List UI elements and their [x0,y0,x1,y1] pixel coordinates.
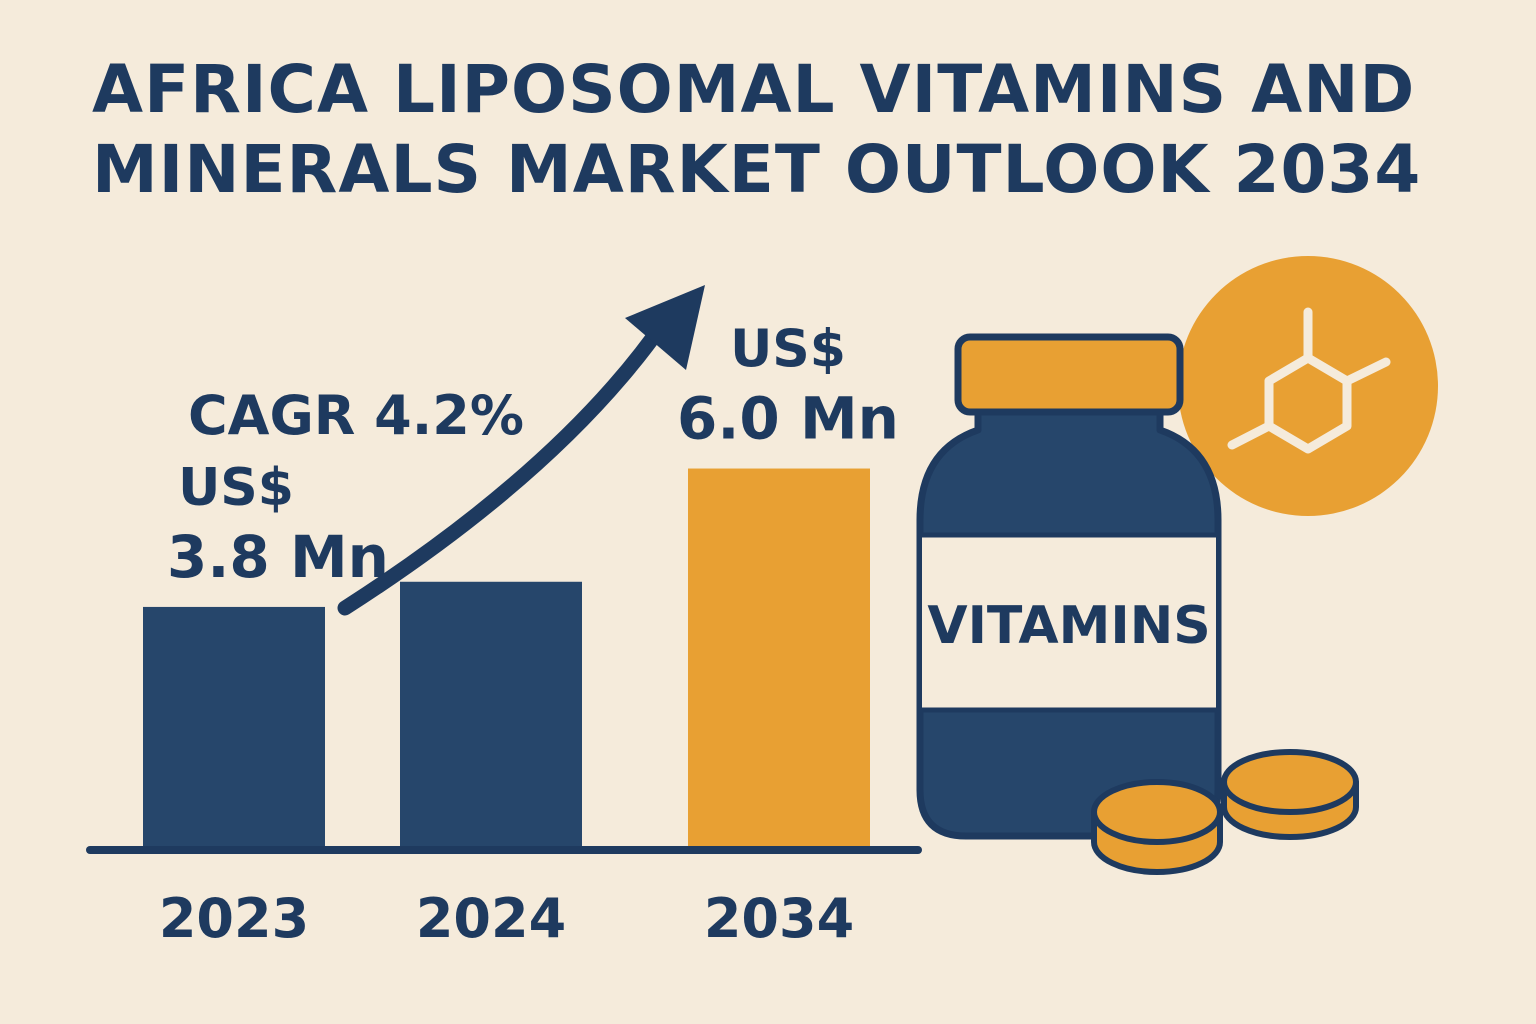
value-label-amount-2034: 6.0 Mn [677,385,899,453]
page-title: AFRICA LIPOSOMAL VITAMINS AND MINERALS M… [92,50,1422,210]
value-label-amount-2023: 3.8 Mn [167,523,389,591]
value-label-currency-2034: US$ [730,320,846,380]
tick-label-2024: 2024 [416,887,566,950]
bottle-label: VITAMINS [927,596,1210,656]
title-line-2: MINERALS MARKET OUTLOOK 2034 [92,131,1422,208]
bar-2023 [143,606,325,846]
molecule-icon [1178,256,1438,516]
coin-left [1091,779,1223,875]
tick-label-2034: 2034 [704,887,854,950]
coin-right [1221,749,1359,840]
coin-stack-icon [1091,749,1359,875]
value-label-currency-2023: US$ [178,458,294,518]
bars-layer [143,468,870,846]
cagr-label: CAGR 4.2% [188,384,524,447]
tick-label-2023: 2023 [159,887,309,950]
title-line-1: AFRICA LIPOSOMAL VITAMINS AND [92,51,1416,128]
bar-2034 [688,468,870,846]
vitamin-bottle-icon: VITAMINS [916,333,1222,840]
trend-arrow-icon [337,285,705,616]
bar-2024 [400,581,582,846]
